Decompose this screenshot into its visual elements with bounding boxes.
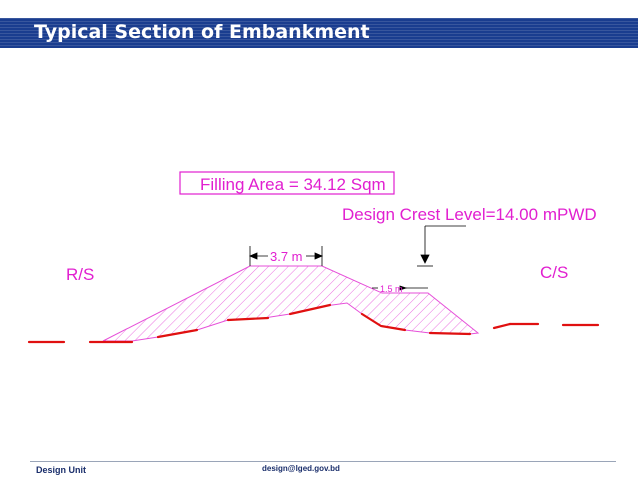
filling-area-label: Filling Area = 34.12 Sqm — [200, 175, 386, 194]
ground-segment — [226, 316, 270, 322]
ground-segment — [156, 328, 199, 339]
crest-width-label: 3.7 m — [270, 249, 303, 264]
footer-organization: Design Unit — [36, 465, 87, 475]
footer-email: design@lged.gov.bd — [262, 464, 340, 473]
slide-title: Typical Section of Embankment — [34, 21, 370, 43]
title-bar: Typical Section of Embankment — [0, 18, 638, 65]
ground-line — [27, 303, 600, 344]
right-side-label: C/S — [540, 263, 568, 282]
ground-segment — [492, 322, 512, 330]
filling-area-box — [179, 171, 395, 195]
design-crest-label: Design Crest Level=14.00 mPWD — [342, 205, 597, 224]
left-side-label: R/S — [66, 265, 94, 284]
berm-width-label: 1.5 m — [380, 284, 403, 294]
ground-segment — [428, 331, 472, 336]
embankment-fill — [102, 265, 480, 342]
title-underline — [0, 62, 360, 65]
ground-segment — [288, 303, 332, 316]
crest-level-marker — [417, 225, 466, 267]
berm-width-dimension — [372, 285, 428, 291]
footer-rule — [30, 461, 616, 462]
ground-segment — [360, 312, 407, 332]
crest-width-dimension — [248, 246, 324, 266]
